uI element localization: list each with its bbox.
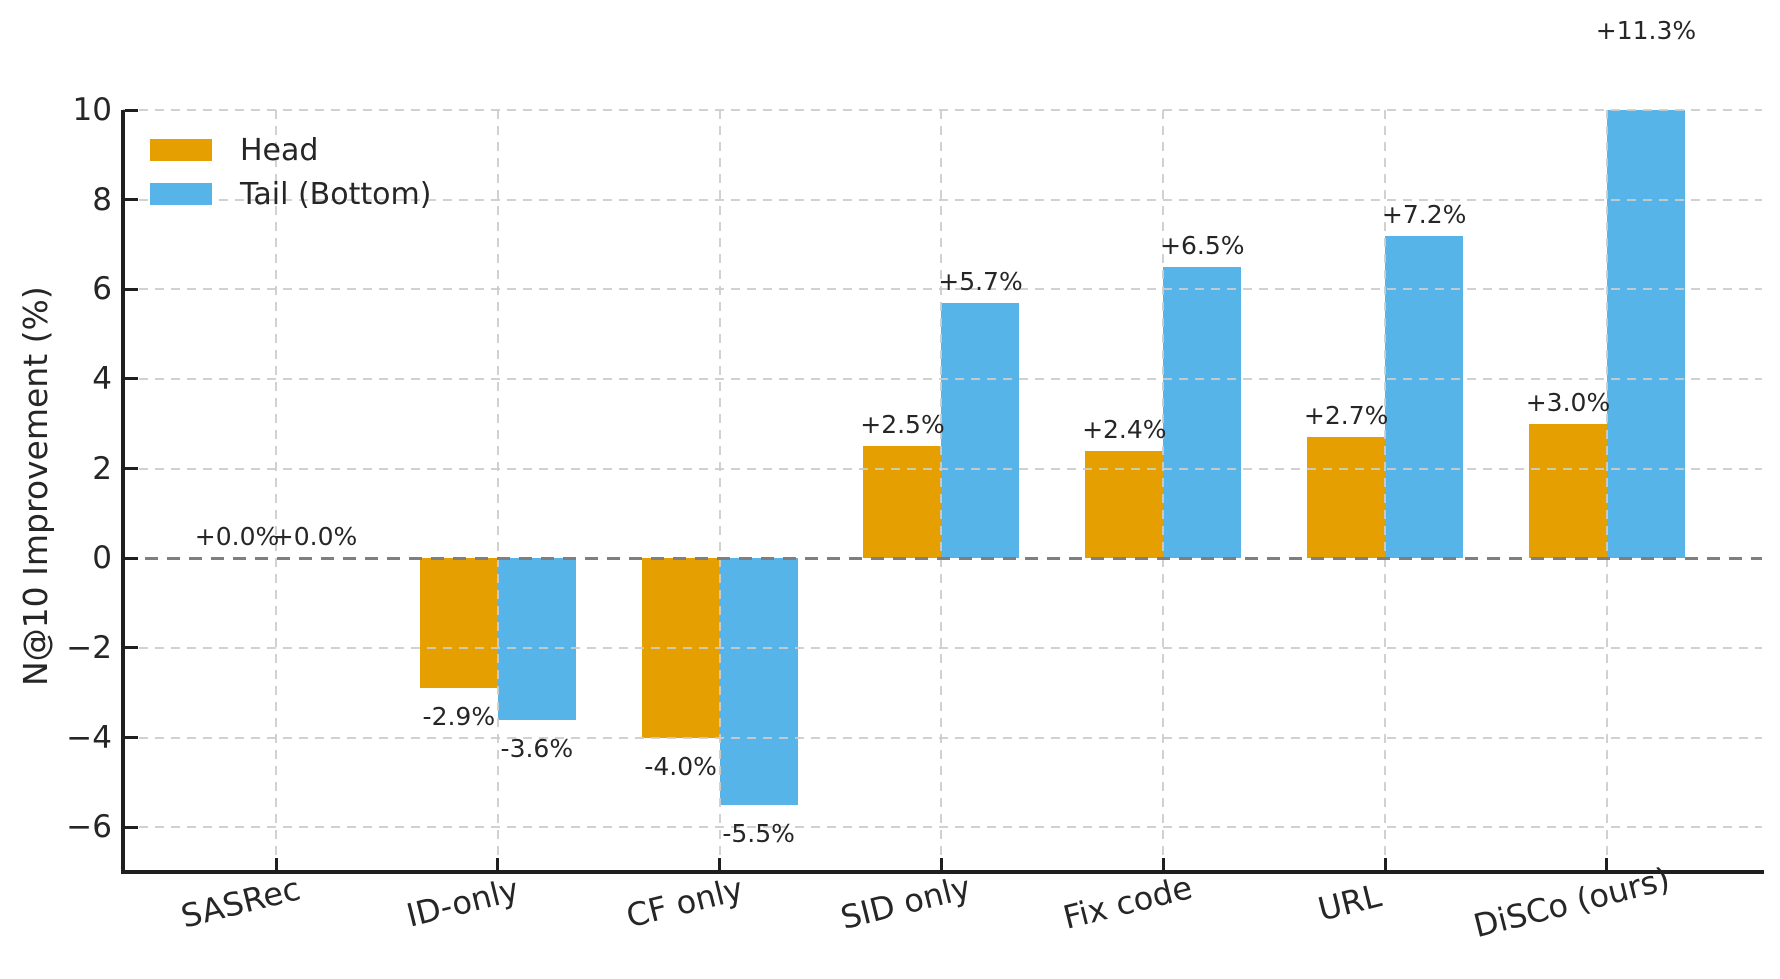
y-tick-mark (125, 556, 138, 560)
y-tick-label: 0 (92, 540, 112, 577)
bar-tail-bottom-id-only (497, 558, 576, 720)
value-label: +6.5% (1160, 230, 1245, 260)
y-tick-label: −2 (66, 629, 112, 666)
grid-line-vertical (1384, 110, 1387, 872)
value-label: +11.3% (1595, 15, 1697, 45)
y-axis-label: N@10 Improvement (%) (16, 286, 55, 686)
legend-label-tail: Tail (Bottom) (240, 177, 432, 212)
x-tick-mark (1383, 858, 1387, 872)
grid-line-horizontal (123, 377, 1762, 380)
y-tick-label: −6 (66, 809, 112, 846)
y-tick-mark (125, 108, 138, 112)
y-tick-label: 8 (92, 181, 112, 218)
value-label: -4.0% (644, 751, 717, 781)
grid-line-vertical (275, 110, 277, 872)
y-tick-label: 4 (92, 360, 112, 397)
bar-tail-bottom-sid-only (941, 302, 1020, 559)
grid-line-horizontal (123, 826, 1762, 829)
value-label: +0.0% (194, 522, 280, 552)
grid-line-vertical (940, 110, 943, 872)
x-tick-mark (274, 858, 278, 872)
bar-head-url (1307, 437, 1386, 559)
bar-head-id-only (419, 558, 498, 689)
y-tick-label: 10 (72, 92, 112, 128)
bar-head-sid-only (863, 446, 942, 559)
value-label: +0.0% (272, 522, 358, 552)
y-tick-label: −4 (66, 719, 112, 756)
value-label: +2.5% (860, 410, 945, 440)
x-tick-mark (496, 858, 500, 872)
x-tick-mark (939, 858, 943, 872)
bar-tail-bottom-cf-only (719, 558, 798, 805)
grid-line-horizontal (123, 109, 1762, 111)
value-label: -5.5% (722, 818, 795, 848)
value-label: -3.6% (500, 733, 574, 763)
value-label: -2.9% (422, 702, 496, 732)
bar-tail-bottom-disco-ours (1606, 110, 1685, 559)
y-tick-label: 2 (92, 450, 112, 487)
grid-line-vertical (496, 110, 499, 872)
grid-line-horizontal (123, 467, 1762, 470)
grid-line-vertical (1162, 110, 1165, 872)
y-tick-mark (125, 287, 138, 291)
value-label: +2.7% (1303, 401, 1389, 431)
x-tick-mark (718, 858, 722, 872)
y-tick-mark (125, 198, 138, 202)
grid-line-horizontal (123, 198, 1762, 201)
value-label: +5.7% (938, 266, 1023, 296)
x-tick-mark (1605, 858, 1609, 872)
grid-line-horizontal (123, 288, 1762, 291)
grid-line-vertical (1605, 110, 1608, 872)
legend-swatch-head (150, 139, 212, 161)
grid-line-vertical (718, 110, 721, 872)
axis-spine-bottom (121, 870, 1764, 874)
value-label: +3.0% (1525, 387, 1611, 417)
y-tick-label: 6 (92, 271, 112, 308)
legend-label-head: Head (240, 133, 319, 168)
bar-head-disco-ours (1528, 423, 1607, 559)
axis-spine-left (121, 110, 125, 874)
x-tick-mark (1161, 858, 1165, 872)
y-tick-mark (125, 377, 138, 381)
y-tick-mark (125, 825, 138, 829)
zero-line (123, 556, 1762, 560)
y-tick-mark (125, 467, 138, 471)
legend-swatch-tail (150, 183, 212, 205)
grid-line-horizontal (123, 736, 1762, 739)
value-label: +7.2% (1381, 199, 1467, 229)
bar-tail-bottom-fix-code (1163, 266, 1242, 559)
bar-tail-bottom-url (1385, 235, 1464, 559)
value-label: +2.4% (1082, 414, 1167, 444)
y-tick-mark (125, 736, 138, 740)
y-tick-mark (125, 646, 138, 650)
grid-line-horizontal (123, 646, 1762, 649)
